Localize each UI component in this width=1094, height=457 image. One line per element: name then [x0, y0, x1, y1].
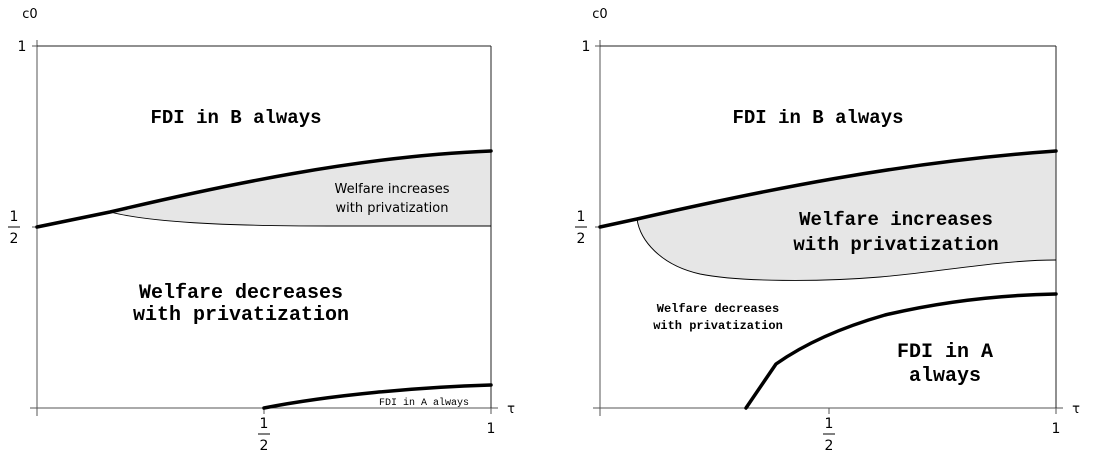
left-x-axis-label: τ [507, 402, 515, 417]
right-y-axis-label: c0 [592, 7, 607, 22]
left-welfare-increase-label-2: with privatization [336, 201, 449, 216]
left-fdi-b-label: FDI in B always [150, 107, 321, 129]
right-welfare-lower-curve [636, 218, 1057, 281]
right-welfare-increase-label-1: Welfare increases [799, 209, 993, 231]
left-fdi-a-label: FDI in A always [379, 397, 469, 409]
left-fdi-b-boundary [35, 149, 493, 229]
right-welfare-decrease-label-1: Welfare decreases [657, 302, 779, 316]
right-y-tick-half-den: 2 [577, 231, 586, 247]
left-welfare-curve [109, 211, 331, 227]
right-x-tick-half-den: 2 [825, 438, 834, 454]
left-y-tick-half-num: 1 [10, 209, 19, 225]
left-y-tick-one-label: 1 [18, 39, 27, 55]
right-x-tick-half-num: 1 [825, 416, 834, 432]
right-fdi-a-label-1: FDI in A [897, 341, 993, 364]
right-x-tick-one-label: 1 [1052, 421, 1061, 437]
right-fdi-a-label-2: always [909, 365, 981, 388]
left-y-axis-label: c0 [22, 7, 37, 22]
left-welfare-increase-region [110, 151, 491, 226]
left-welfare-increase-label-1: Welfare increases [334, 182, 449, 197]
right-welfare-increase-region [637, 151, 1056, 281]
right-fdi-a-boundary [744, 292, 1058, 410]
left-welfare-decrease-label-1: Welfare decreases [139, 282, 343, 305]
left-x-tick-one-label: 1 [487, 421, 496, 437]
right-welfare-increase-label-2: with privatization [793, 234, 998, 256]
left-welfare-decrease-label-2: with privatization [133, 304, 349, 327]
right-x-axis-label: τ [1072, 402, 1080, 417]
left-fdi-a-boundary [262, 383, 493, 410]
left-panel: c0 τ 1 1 2 1 2 1 FDI in B always Welfare… [8, 7, 515, 454]
left-y-tick-half-den: 2 [10, 231, 19, 247]
right-fdi-b-label: FDI in B always [732, 107, 903, 129]
right-y-tick-one-label: 1 [582, 39, 591, 55]
left-x-tick-half-num: 1 [260, 416, 269, 432]
left-x-tick-half-den: 2 [260, 438, 269, 454]
right-fdi-b-boundary [598, 149, 1058, 229]
right-welfare-decrease-label-2: with privatization [653, 319, 783, 333]
right-panel: c0 τ 1 1 2 1 2 1 FDI in B always Welfare… [575, 7, 1080, 454]
right-y-tick-half-num: 1 [577, 209, 586, 225]
